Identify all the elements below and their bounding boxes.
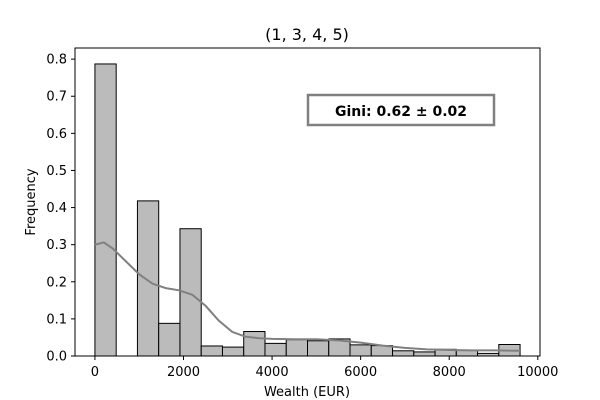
histogram-bar bbox=[200, 345, 223, 357]
histogram-bar bbox=[264, 342, 287, 357]
y-tick-label: 0.2 bbox=[46, 275, 67, 290]
histogram-bar bbox=[307, 340, 330, 357]
y-tick-label: 0.1 bbox=[46, 312, 67, 327]
histogram-bar bbox=[158, 322, 181, 357]
gini-annotation: Gini: 0.62 ± 0.02 bbox=[306, 93, 496, 127]
histogram-bar bbox=[392, 350, 415, 357]
x-axis-ticks: 0 2000 4000 6000 8000 10000 bbox=[91, 356, 558, 380]
histogram-bar bbox=[243, 331, 266, 357]
kde-curve bbox=[94, 241, 521, 352]
y-tick-label: 0.6 bbox=[46, 127, 67, 142]
y-tick-label: 0.3 bbox=[46, 238, 67, 253]
gini-annotation-box bbox=[306, 93, 496, 127]
histogram-bar bbox=[349, 344, 372, 357]
histogram-bar bbox=[285, 339, 308, 357]
y-axis-ticks: 0.0 0.1 0.2 0.3 0.4 0.5 0.6 0.7 0.8 bbox=[46, 53, 75, 365]
histogram-bar bbox=[221, 346, 245, 357]
y-tick-label: 0.4 bbox=[46, 201, 67, 216]
y-axis-label: Frequency bbox=[24, 168, 39, 235]
gini-annotation-text: Gini: 0.62 ± 0.02 bbox=[335, 104, 467, 120]
histogram-bar bbox=[136, 200, 160, 357]
y-tick-label: 0.0 bbox=[46, 350, 67, 365]
y-tick-label: 0.5 bbox=[46, 164, 67, 179]
x-tick-label: 6000 bbox=[344, 365, 377, 380]
y-tick-label: 0.8 bbox=[46, 53, 67, 68]
bars-group bbox=[94, 63, 521, 357]
plot-frame bbox=[74, 47, 541, 357]
chart-title: (1, 3, 4, 5) bbox=[265, 25, 349, 44]
x-tick-label: 10000 bbox=[517, 365, 558, 380]
histogram-bar bbox=[94, 63, 117, 357]
x-axis-label: Wealth (EUR) bbox=[264, 385, 350, 400]
x-tick-label: 4000 bbox=[256, 365, 289, 380]
x-tick-label: 0 bbox=[91, 365, 99, 380]
y-tick-label: 0.7 bbox=[46, 90, 67, 105]
x-tick-label: 2000 bbox=[167, 365, 200, 380]
histogram-bar bbox=[413, 351, 436, 357]
x-tick-label: 8000 bbox=[433, 365, 466, 380]
